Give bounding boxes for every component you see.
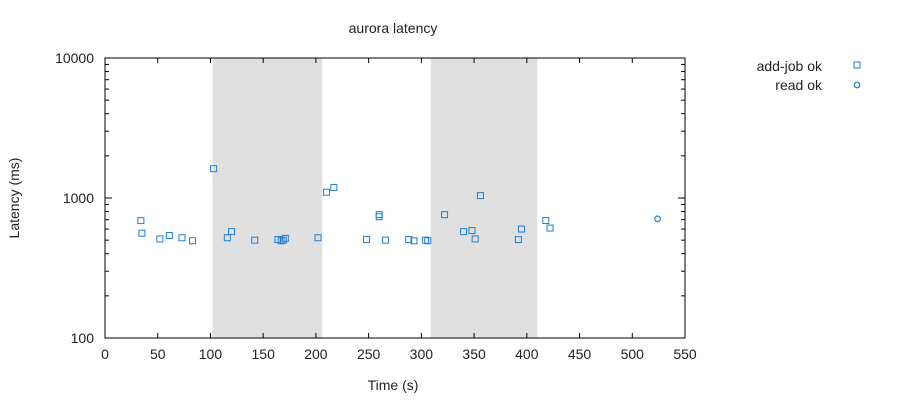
data-point-add-job [422,236,430,244]
data-point-add-job [375,213,383,221]
data-point-add-job [382,236,390,244]
x-tick-label: 550 [673,346,697,362]
data-point-add-job [410,237,418,245]
y-tick-label: 100 [71,330,95,346]
data-point-add-job [441,211,449,219]
data-point-add-job [322,188,330,196]
y-tick-label: 10000 [55,50,94,66]
data-point-add-job [137,217,145,225]
data-point-add-job [279,236,287,244]
x-tick-label: 350 [462,346,486,362]
legend-label-add-job: add-job ok [757,58,823,74]
data-point-add-job [363,236,371,244]
legend-square-marker-icon [853,61,861,69]
data-point-add-job [281,234,289,242]
data-points [137,165,661,245]
y-axis: 100 1000 10000 [55,50,685,346]
data-point-add-job [514,236,522,244]
legend: add-job ok read ok [757,58,861,93]
x-tick-label: 200 [304,346,328,362]
data-point-add-job [138,229,146,237]
shaded-region [430,58,538,338]
x-tick-label: 250 [357,346,381,362]
data-point-add-job [210,165,218,173]
data-point-add-job [330,183,338,191]
data-point-add-job [460,228,468,236]
plot-area [104,57,686,339]
data-point-add-job [542,217,550,225]
data-point-add-job [405,236,413,244]
data-point-add-job [314,234,322,242]
data-point-add-job [375,211,383,219]
shaded-region [212,58,323,338]
x-tick-label: 150 [252,346,276,362]
shaded-regions [212,58,538,338]
data-point-add-job [165,231,173,239]
data-point-add-job [471,235,479,243]
y-tick-label: 1000 [63,190,94,206]
x-tick-label: 100 [199,346,223,362]
data-point-add-job [189,237,197,245]
data-point-add-job [476,192,484,200]
x-tick-label: 300 [410,346,434,362]
x-axis-label: Time (s) [368,377,419,393]
legend-circle-marker-icon [853,81,861,89]
y-axis-label: Latency (ms) [6,158,22,239]
data-point-add-job [178,234,186,242]
chart-title: aurora latency [349,20,438,36]
data-point-add-job [518,225,526,233]
data-point-add-job [251,236,259,244]
data-point-add-job [546,224,554,232]
data-point-add-job [468,227,476,235]
data-point-add-job [277,237,285,245]
legend-label-read: read ok [775,77,823,93]
x-tick-label: 50 [150,346,166,362]
data-point-add-job [156,235,164,243]
data-point-add-job [424,237,432,245]
x-tick-label: 400 [515,346,539,362]
x-tick-label: 500 [621,346,645,362]
data-point-add-job [223,234,231,242]
data-point-add-job [228,228,236,236]
data-point-read [654,215,661,223]
x-axis: 0 50 100 150 200 250 300 350 400 450 500 550 [101,58,697,362]
x-tick-label: 0 [101,346,109,362]
x-tick-label: 450 [568,346,592,362]
